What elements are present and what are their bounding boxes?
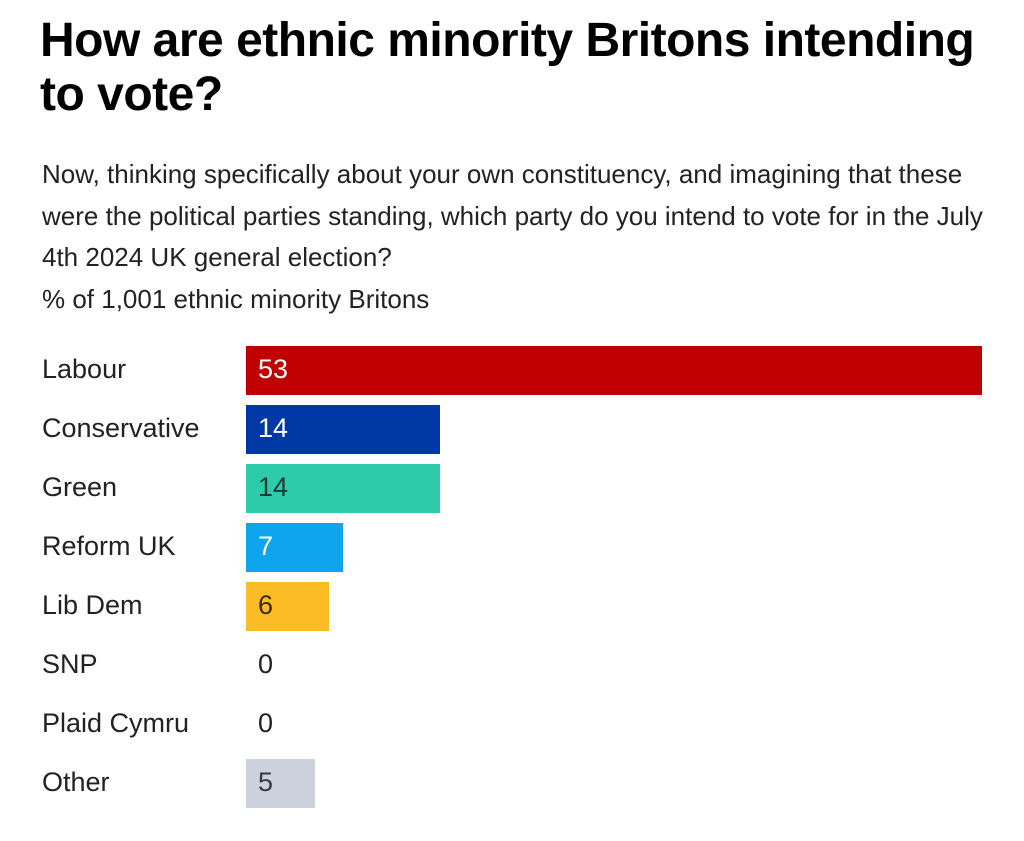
bar [246, 759, 315, 808]
bar-row: Green 14 [0, 464, 1024, 514]
value-label: 6 [258, 590, 274, 620]
bar-row: Conservative 14 [0, 405, 1024, 455]
bar-row: Other 5 [0, 759, 1024, 809]
category-label: Lib Dem [42, 590, 143, 620]
value-label: 0 [258, 649, 274, 679]
bar-row: Reform UK 7 [0, 523, 1024, 573]
chart-subtitle: Now, thinking specifically about your ow… [42, 154, 1002, 320]
value-label: 5 [258, 767, 274, 797]
value-label: 7 [258, 531, 274, 561]
category-label: Green [42, 472, 118, 502]
bar-chart: Labour 53 Conservative 14 Green 14 Reform UK 7 L… [0, 346, 1024, 816]
category-label: Conservative [42, 413, 200, 443]
survey-question: Now, thinking specifically about your ow… [42, 159, 983, 272]
category-label: Labour [42, 354, 127, 384]
bar [246, 464, 440, 513]
chart-title: How are ethnic minority Britons intendin… [40, 14, 975, 121]
bar-row: Labour 53 [0, 346, 1024, 396]
value-label: 14 [258, 472, 289, 502]
bar [246, 405, 440, 454]
category-label: SNP [42, 649, 98, 679]
category-label: Plaid Cymru [42, 708, 190, 738]
category-label: Reform UK [42, 531, 176, 561]
bar [246, 582, 329, 631]
bar-row: Lib Dem 6 [0, 582, 1024, 632]
bar [246, 523, 343, 572]
value-label: 53 [258, 354, 289, 384]
bar-row: SNP 0 [0, 641, 1024, 691]
value-label: 0 [258, 708, 274, 738]
bar-row: Plaid Cymru 0 [0, 700, 1024, 750]
survey-base: % of 1,001 ethnic minority Britons [42, 283, 430, 314]
category-label: Other [42, 767, 110, 797]
value-label: 14 [258, 413, 289, 443]
bar [246, 346, 982, 395]
